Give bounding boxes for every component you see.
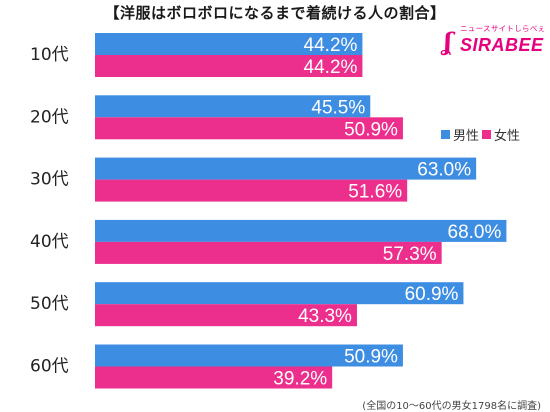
bar-female — [95, 304, 357, 327]
bar-female — [95, 117, 403, 140]
data-label-female: 51.6% — [348, 182, 402, 203]
legend-swatch-female — [482, 130, 492, 139]
data-label-male: 60.9% — [405, 284, 459, 305]
category-label: 20代 — [30, 107, 69, 127]
category-label: 40代 — [30, 232, 69, 252]
bar-female — [95, 55, 363, 77]
data-label-male: 45.5% — [311, 97, 365, 118]
sirabee-logo: ニュースサイトしらべぇ ʆ SIRABEE — [440, 22, 546, 58]
category-label: 60代 — [30, 357, 69, 377]
data-label-male: 63.0% — [417, 160, 471, 181]
legend-swatch-male — [441, 130, 450, 139]
bar-female — [95, 366, 333, 389]
survey-footnote: (全国の10～60代の男女1798名に調査) — [362, 401, 541, 412]
data-label-female: 43.3% — [298, 306, 352, 327]
bar-male — [95, 95, 371, 118]
logo-tagline: ニュースサイトしらべぇ — [460, 24, 546, 33]
logo-mark-icon: ʆ — [444, 27, 452, 56]
legend-item-female: 女性 — [482, 125, 520, 144]
bar-male — [95, 33, 363, 55]
data-label-male: 68.0% — [448, 222, 502, 243]
bar-male — [95, 219, 507, 242]
bar-male — [95, 344, 403, 367]
chart-title: 【洋服はボロボロになるまで着続ける人の割合】 — [104, 4, 446, 22]
bar-male — [95, 282, 464, 305]
data-label-female: 50.9% — [344, 119, 398, 140]
legend-item-male: 男性 — [441, 125, 479, 144]
legend-label-male: 男性 — [453, 129, 480, 144]
bar-male — [95, 157, 477, 180]
data-label-female: 39.2% — [273, 369, 327, 390]
category-label: 10代 — [30, 45, 69, 65]
data-label-male: 50.9% — [344, 347, 398, 368]
category-label: 30代 — [30, 170, 69, 190]
bar-female — [95, 241, 442, 264]
data-label-female: 44.2% — [304, 57, 358, 78]
data-label-female: 57.3% — [383, 244, 437, 265]
logo-wordmark: SIRABEE — [460, 35, 544, 55]
category-label: 50代 — [30, 294, 69, 314]
bar-female — [95, 179, 408, 202]
chart-legend: 男性 女性 — [441, 125, 523, 144]
data-label-male: 44.2% — [304, 35, 358, 56]
legend-label-female: 女性 — [494, 129, 521, 144]
